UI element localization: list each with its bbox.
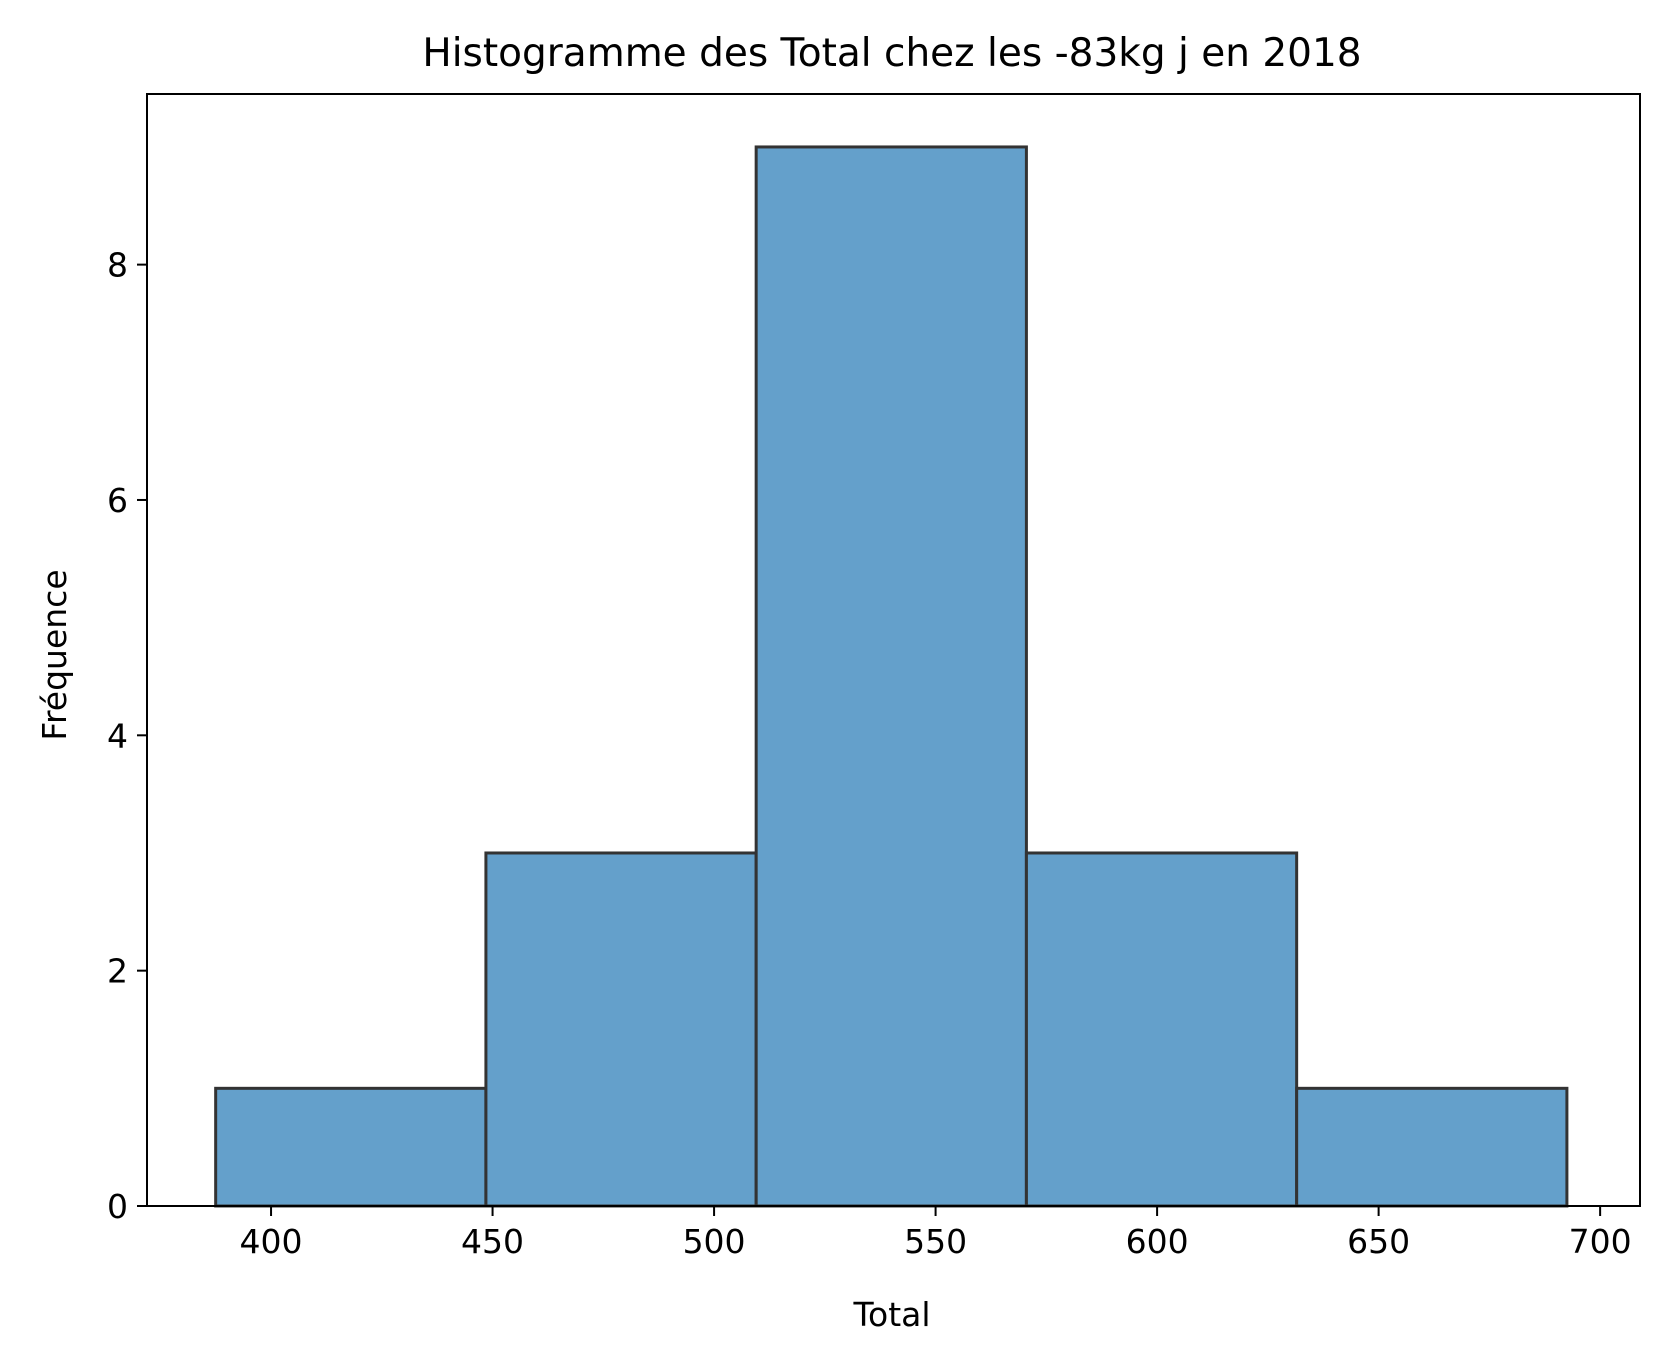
y-axis: 0 2 4 6 8 bbox=[107, 246, 147, 1226]
x-tick-label: 400 bbox=[240, 1222, 303, 1261]
y-tick-label: 4 bbox=[107, 716, 128, 755]
y-tick-label: 8 bbox=[107, 246, 128, 285]
x-tick-label: 650 bbox=[1347, 1222, 1410, 1261]
histogram-bar bbox=[214, 1086, 488, 1208]
x-tick-label: 600 bbox=[1126, 1222, 1189, 1261]
x-tick-label: 700 bbox=[1569, 1222, 1632, 1261]
x-axis-label: Total bbox=[852, 1295, 930, 1334]
histogram-bar bbox=[1295, 1086, 1569, 1208]
histogram-bar bbox=[484, 851, 758, 1208]
chart-title: Histogramme des Total chez les -83kg j e… bbox=[422, 31, 1361, 76]
histogram-bar bbox=[754, 145, 1028, 1208]
plot-frame bbox=[146, 93, 1641, 1207]
bars-layer bbox=[214, 145, 1569, 1208]
y-tick-label: 2 bbox=[107, 952, 128, 991]
y-tick-label: 0 bbox=[107, 1187, 128, 1226]
histogram-bar bbox=[1024, 851, 1299, 1208]
x-tick-label: 500 bbox=[683, 1222, 746, 1261]
y-tick-label: 6 bbox=[107, 481, 128, 520]
x-axis: 400 450 500 550 600 650 700 bbox=[240, 1206, 1632, 1261]
x-tick-label: 450 bbox=[461, 1222, 524, 1261]
x-tick-label: 550 bbox=[904, 1222, 967, 1261]
y-axis-label: Fréquence bbox=[35, 569, 74, 740]
